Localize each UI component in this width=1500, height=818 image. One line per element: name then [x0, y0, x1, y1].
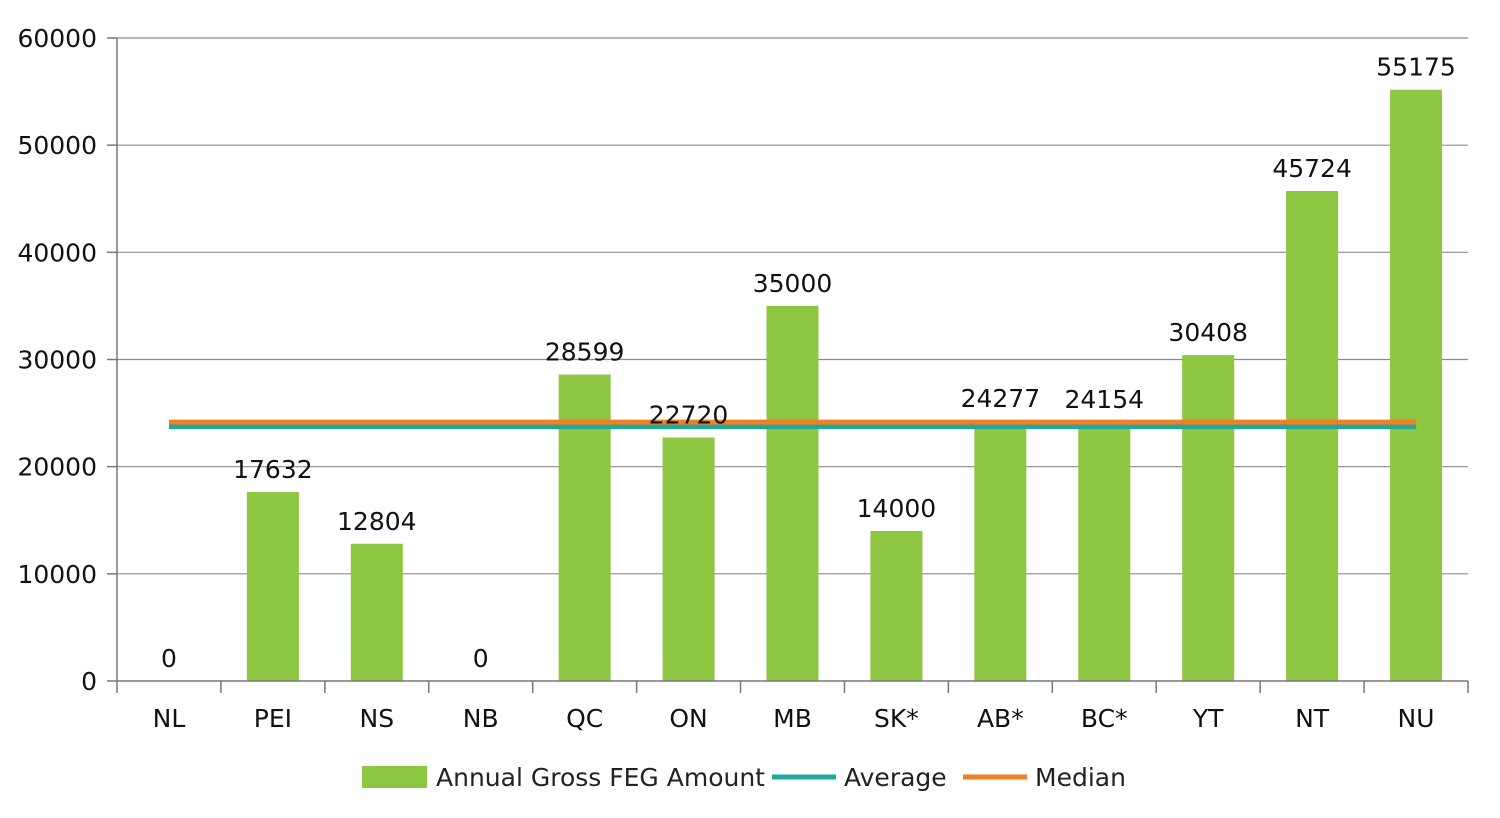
y-tick-label: 20000 [17, 453, 97, 482]
x-category-label: AB* [977, 704, 1024, 733]
x-category-label: SK* [874, 704, 919, 733]
legend-swatch [362, 766, 427, 788]
x-axis-category-labels: NL PEI NS NB QC ON MB SK* AB* BC* YT NT NU [153, 704, 1435, 733]
data-label: 55175 [1376, 53, 1456, 82]
data-label: 0 [161, 644, 177, 673]
x-category-label: PEI [254, 704, 292, 733]
bar [662, 437, 715, 681]
bar [766, 305, 819, 681]
bar [1390, 89, 1443, 682]
y-tick-label: 0 [81, 667, 97, 696]
y-tick-label: 30000 [17, 346, 97, 375]
data-label: 17632 [233, 455, 313, 484]
data-label: 28599 [545, 338, 625, 367]
data-label: 24277 [961, 384, 1041, 413]
bar [350, 543, 403, 681]
reference-lines [168, 419, 1417, 430]
data-label: 22720 [649, 401, 729, 430]
x-category-label: NS [360, 704, 395, 733]
y-tick-label: 40000 [17, 238, 97, 267]
bar [246, 492, 299, 681]
x-category-label: YT [1192, 704, 1224, 733]
x-category-label: NU [1398, 704, 1435, 733]
data-label: 45724 [1272, 154, 1352, 183]
data-label: 14000 [857, 494, 937, 523]
x-category-label: NT [1295, 704, 1330, 733]
data-label: 35000 [753, 269, 833, 298]
x-category-label: BC* [1081, 704, 1128, 733]
x-category-label: QC [566, 704, 603, 733]
bar [1182, 355, 1235, 681]
data-label: 24154 [1065, 385, 1145, 414]
y-tick-label: 10000 [17, 560, 97, 589]
x-category-label: NB [463, 704, 499, 733]
data-labels: 0 17632 12804 0 28599 22720 35000 14000 24277 241… [161, 53, 1456, 673]
y-tick-label: 60000 [17, 24, 97, 53]
legend: Annual Gross FEG Amount Average Median [362, 763, 1126, 792]
legend-label: Annual Gross FEG Amount [436, 763, 765, 792]
bar [870, 530, 923, 681]
x-category-label: MB [773, 704, 812, 733]
x-category-label: NL [153, 704, 186, 733]
legend-label: Median [1035, 763, 1126, 792]
y-axis-tick-labels: 0 10000 20000 30000 40000 50000 60000 [17, 24, 117, 696]
y-tick-label: 50000 [17, 131, 97, 160]
data-label: 0 [473, 644, 489, 673]
bars [246, 89, 1443, 682]
data-label: 30408 [1168, 318, 1248, 347]
axes [116, 38, 1469, 693]
bar [1078, 422, 1131, 681]
x-category-label: ON [669, 704, 707, 733]
bar [1286, 190, 1339, 681]
legend-label: Average [844, 763, 947, 792]
bar [974, 420, 1027, 681]
data-label: 12804 [337, 507, 417, 536]
